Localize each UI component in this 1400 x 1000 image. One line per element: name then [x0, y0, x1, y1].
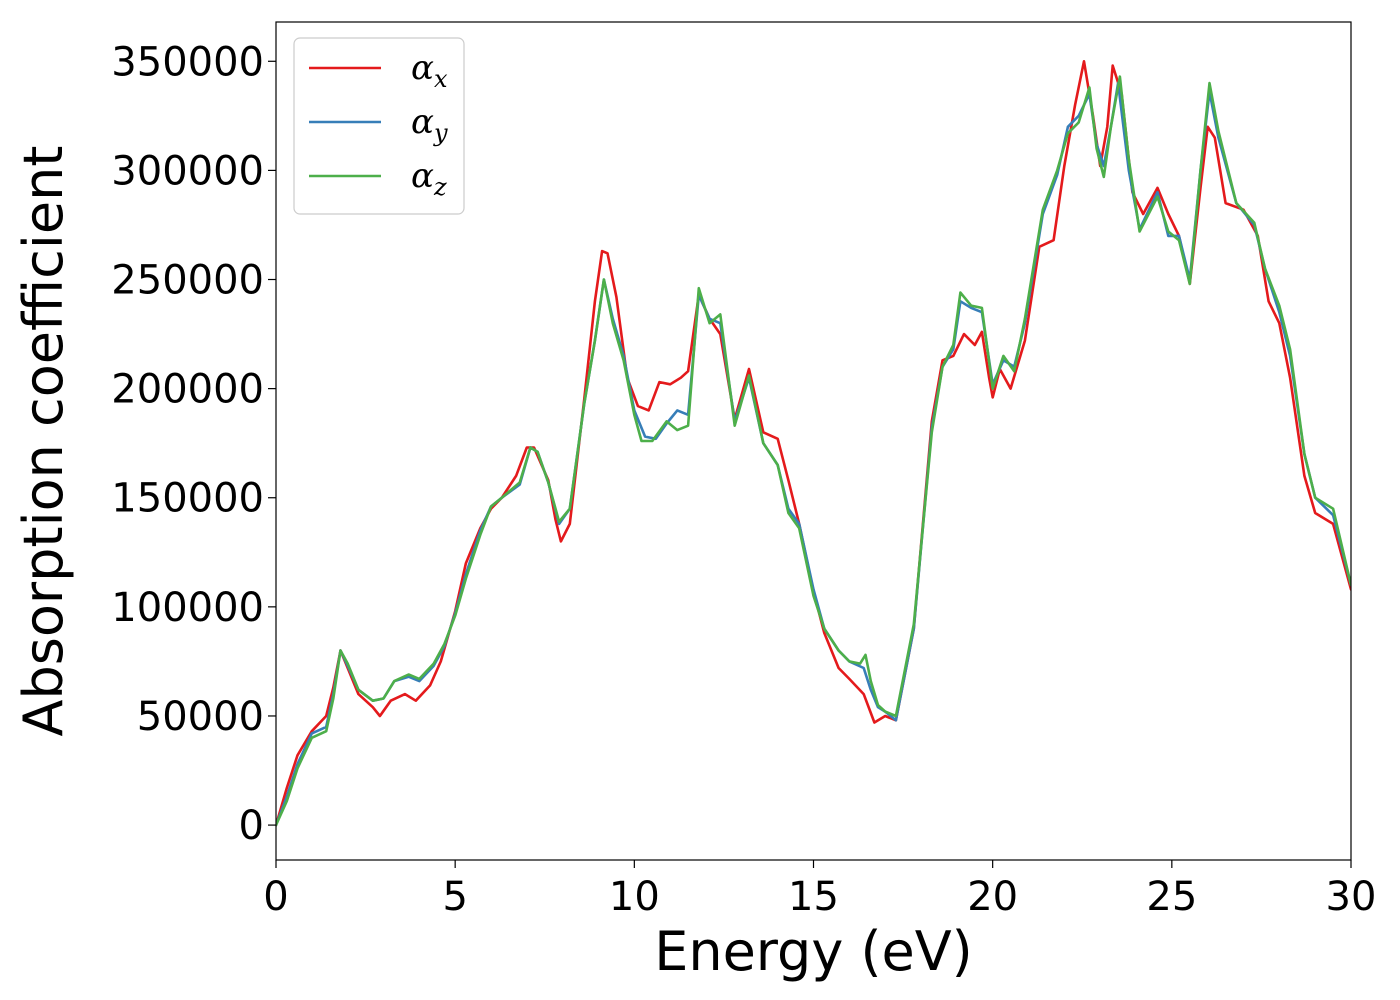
x-tick-label: 20 — [967, 874, 1018, 920]
y-axis-label: Absorption coefficient — [12, 146, 75, 737]
x-tick-label: 30 — [1326, 874, 1377, 920]
x-tick-label: 25 — [1146, 874, 1197, 920]
legend-label: αy — [411, 102, 448, 147]
y-tick-label: 0 — [239, 803, 264, 849]
y-tick-label: 100000 — [111, 585, 264, 631]
series-line-z — [276, 75, 1351, 827]
x-axis-label: Energy (eV) — [654, 920, 973, 983]
legend-label: αz — [411, 156, 447, 201]
x-tick-label: 15 — [788, 874, 839, 920]
legend-label: αx — [411, 48, 448, 93]
legend-item-y: αy — [309, 102, 448, 147]
legend-item-x: αx — [309, 48, 448, 93]
y-axis-ticks: 0 50000 100000 150000 200000 250000 300000 3500… — [111, 39, 276, 849]
y-tick-label: 300000 — [111, 148, 264, 194]
y-tick-label: 250000 — [111, 258, 264, 304]
y-tick-label: 50000 — [137, 694, 264, 740]
y-tick-label: 150000 — [111, 476, 264, 522]
x-tick-label: 0 — [263, 874, 288, 920]
x-tick-label: 10 — [609, 874, 660, 920]
series-lines — [276, 60, 1351, 827]
y-tick-label: 350000 — [111, 39, 264, 85]
x-tick-label: 5 — [442, 874, 467, 920]
x-axis-ticks: 0 5 10 15 20 25 30 — [263, 860, 1376, 920]
legend-box — [293, 37, 465, 215]
legend-item-z: αz — [309, 156, 447, 201]
y-tick-label: 200000 — [111, 367, 264, 413]
legend: αx αy αz — [293, 37, 465, 215]
